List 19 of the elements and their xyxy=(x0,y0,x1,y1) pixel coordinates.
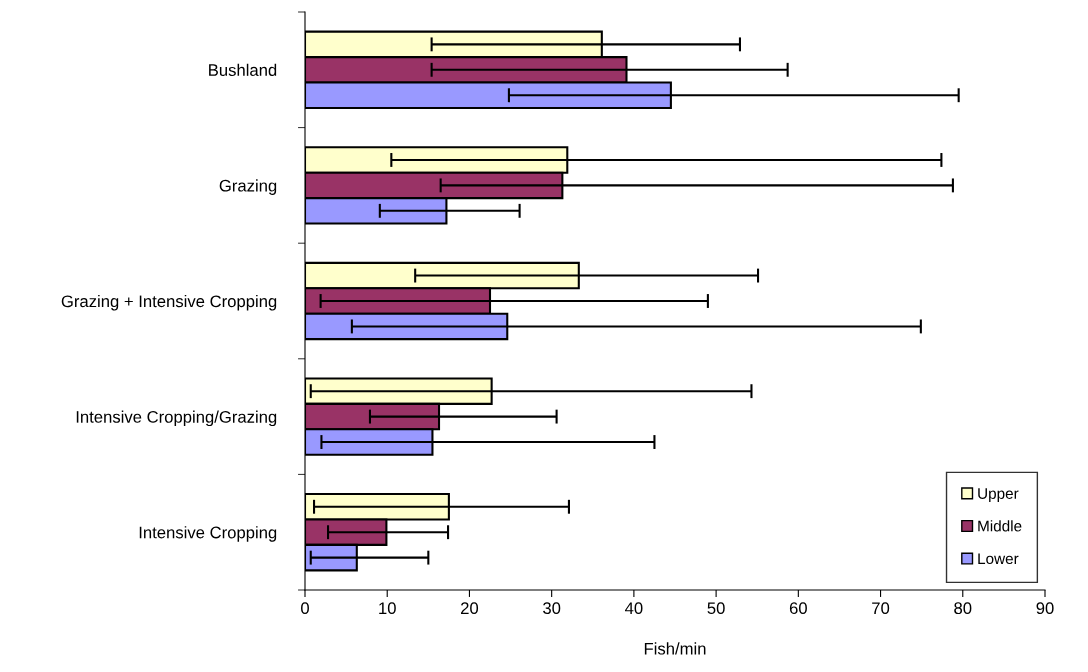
x-tick-label: 70 xyxy=(872,602,890,615)
x-axis-title: Fish/min xyxy=(644,642,706,655)
legend-label: Lower xyxy=(978,553,1019,565)
x-tick-label: 20 xyxy=(461,602,479,615)
y-tick-label: Intensive Cropping/Grazing xyxy=(76,410,277,427)
x-tick-label: 90 xyxy=(1036,602,1054,615)
x-tick-label: 50 xyxy=(707,602,725,615)
legend-label: Upper xyxy=(978,488,1019,502)
y-tick-label: Grazing + Intensive Cropping xyxy=(61,294,277,311)
x-tick-label: 10 xyxy=(379,602,396,615)
x-tick-label: 0 xyxy=(301,602,309,615)
legend-label: Middle xyxy=(978,520,1022,532)
x-tick-label: 80 xyxy=(954,602,972,615)
y-tick-label: Bushland xyxy=(209,63,277,76)
x-tick-label: 30 xyxy=(543,602,561,615)
x-tick-label: 40 xyxy=(625,602,643,615)
y-tick-label: Grazing xyxy=(219,179,277,195)
x-tick-label: 60 xyxy=(789,602,807,615)
y-tick-label: Intensive Cropping xyxy=(139,526,277,542)
